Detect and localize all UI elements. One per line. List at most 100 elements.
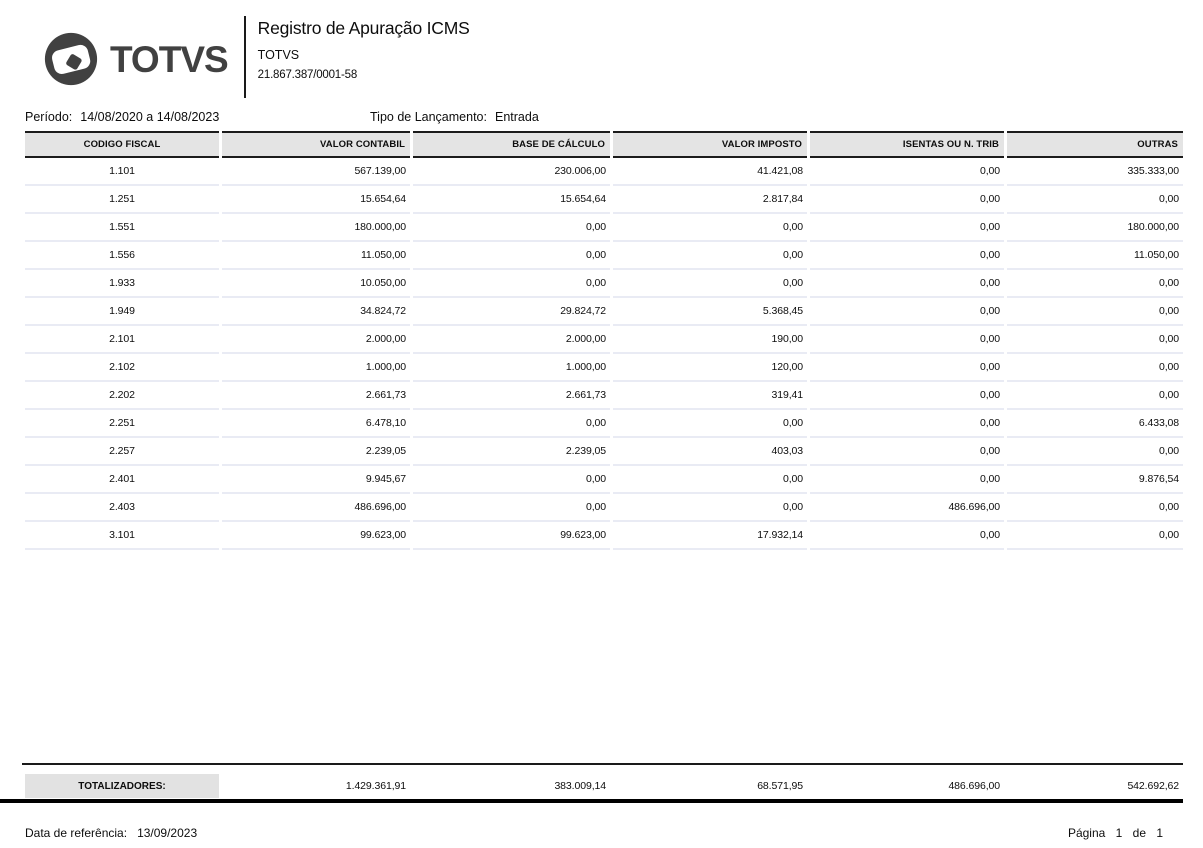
column-header-base-de-calculo: BASE DE CÁLCULO [413,131,610,158]
totals-row: TOTALIZADORES: 1.429.361,91 383.009,14 6… [25,774,1183,798]
table-row: 2.257 2.239,05 2.239,05 403,03 0,00 0,00 [25,438,1183,466]
cell-codigo-fiscal: 1.933 [25,270,219,298]
cell-base-de-calculo: 0,00 [413,214,610,242]
cell-valor-imposto: 190,00 [613,326,807,354]
cell-codigo-fiscal: 1.101 [25,158,219,186]
table-row: 3.101 99.623,00 99.623,00 17.932,14 0,00 0,00 [25,522,1183,550]
cell-outras: 0,00 [1007,522,1183,550]
cell-outras: 11.050,00 [1007,242,1183,270]
cell-valor-contabil: 6.478,10 [222,410,410,438]
cell-valor-imposto: 0,00 [613,270,807,298]
table-row: 2.101 2.000,00 2.000,00 190,00 0,00 0,00 [25,326,1183,354]
company-name: TOTVS [257,48,300,62]
table-row: 1.933 10.050,00 0,00 0,00 0,00 0,00 [25,270,1183,298]
cell-valor-contabil: 2.239,05 [222,438,410,466]
cell-isentas: 0,00 [810,382,1004,410]
cell-outras: 0,00 [1007,438,1183,466]
cell-codigo-fiscal: 2.251 [25,410,219,438]
cell-valor-imposto: 0,00 [613,242,807,270]
cell-valor-imposto: 17.932,14 [613,522,807,550]
cell-valor-contabil: 99.623,00 [222,522,410,550]
period-value: 14/08/2020 a 14/08/2023 [80,110,220,124]
report-header: TOTVS Registro de Apuração ICMS TOTVS 21… [42,16,470,98]
table-header: CODIGO FISCAL VALOR CONTABIL BASE DE CÁL… [25,131,1183,158]
cell-isentas: 0,00 [810,270,1004,298]
table-body: 1.101 567.139,00 230.006,00 41.421,08 0,00 33… [25,158,1183,550]
reference-date: Data de referência: 13/09/2023 [25,826,197,840]
column-header-valor-contabil: VALOR CONTABIL [222,131,410,158]
cell-outras: 0,00 [1007,354,1183,382]
cell-codigo-fiscal: 2.401 [25,466,219,494]
cell-valor-imposto: 0,00 [613,214,807,242]
cell-valor-imposto: 120,00 [613,354,807,382]
cell-isentas: 0,00 [810,326,1004,354]
cell-valor-imposto: 41.421,08 [613,158,807,186]
report-title: Registro de Apuração ICMS [257,18,470,38]
totvs-logo-text: TOTVS [110,38,229,80]
table-row: 2.202 2.661,73 2.661,73 319,41 0,00 0,00 [25,382,1183,410]
column-header-valor-imposto: VALOR IMPOSTO [613,131,807,158]
cell-isentas: 0,00 [810,410,1004,438]
table-row: 1.949 34.824,72 29.824,72 5.368,45 0,00 0,00 [25,298,1183,326]
column-header-isentas: ISENTAS OU N. TRIB [810,131,1004,158]
cell-valor-imposto: 319,41 [613,382,807,410]
cell-base-de-calculo: 29.824,72 [413,298,610,326]
cell-valor-contabil: 486.696,00 [222,494,410,522]
cell-codigo-fiscal: 2.202 [25,382,219,410]
cell-base-de-calculo: 2.000,00 [413,326,610,354]
table-row: 2.401 9.945,67 0,00 0,00 0,00 9.876,54 [25,466,1183,494]
filter-line: Período: 14/08/2020 a 14/08/2023 Tipo de … [25,110,1183,124]
cell-codigo-fiscal: 2.102 [25,354,219,382]
cell-outras: 0,00 [1007,298,1183,326]
total-valor-contabil: 1.429.361,91 [345,780,406,792]
column-header-outras: OUTRAS [1007,131,1183,158]
totvs-logo-icon [44,32,98,86]
cell-valor-imposto: 2.817,84 [613,186,807,214]
cell-codigo-fiscal: 1.551 [25,214,219,242]
reference-date-label: Data de referência: [25,826,128,840]
cell-outras: 0,00 [1007,270,1183,298]
cell-valor-imposto: 0,00 [613,494,807,522]
cell-codigo-fiscal: 1.556 [25,242,219,270]
cell-base-de-calculo: 0,00 [413,466,610,494]
cell-valor-contabil: 2.000,00 [222,326,410,354]
cell-base-de-calculo: 15.654,64 [413,186,610,214]
cell-codigo-fiscal: 1.949 [25,298,219,326]
header-divider [243,16,246,98]
totals-bottom-rule [0,799,1183,803]
totals-label: TOTALIZADORES: [25,774,219,798]
cell-valor-contabil: 10.050,00 [222,270,410,298]
cell-base-de-calculo: 0,00 [413,410,610,438]
cell-outras: 0,00 [1007,186,1183,214]
cell-valor-contabil: 180.000,00 [222,214,410,242]
table-row: 2.102 1.000,00 1.000,00 120,00 0,00 0,00 [25,354,1183,382]
cell-base-de-calculo: 2.661,73 [413,382,610,410]
cell-base-de-calculo: 99.623,00 [413,522,610,550]
cell-base-de-calculo: 1.000,00 [413,354,610,382]
cell-codigo-fiscal: 2.101 [25,326,219,354]
cell-valor-contabil: 34.824,72 [222,298,410,326]
total-base-de-calculo: 383.009,14 [554,780,606,792]
cell-isentas: 0,00 [810,438,1004,466]
cell-valor-contabil: 11.050,00 [222,242,410,270]
cell-isentas: 0,00 [810,158,1004,186]
cell-isentas: 486.696,00 [810,494,1004,522]
cell-outras: 180.000,00 [1007,214,1183,242]
company-cnpj: 21.867.387/0001-58 [257,69,358,81]
table-row: 2.251 6.478,10 0,00 0,00 0,00 6.433,08 [25,410,1183,438]
entry-type-value: Entrada [494,110,539,124]
entry-type: Tipo de Lançamento: Entrada [370,110,539,124]
cell-codigo-fiscal: 1.251 [25,186,219,214]
cell-valor-imposto: 0,00 [613,410,807,438]
table-row: 2.403 486.696,00 0,00 0,00 486.696,00 0,00 [25,494,1183,522]
cell-valor-imposto: 0,00 [613,466,807,494]
cell-base-de-calculo: 0,00 [413,242,610,270]
reference-date-value: 13/09/2023 [137,826,198,840]
total-outras: 542.692,62 [1127,780,1179,792]
period-label: Período: [25,110,73,124]
cell-codigo-fiscal: 2.403 [25,494,219,522]
cell-codigo-fiscal: 2.257 [25,438,219,466]
entry-type-label: Tipo de Lançamento: [370,110,487,124]
cell-valor-contabil: 9.945,67 [222,466,410,494]
table-row: 1.101 567.139,00 230.006,00 41.421,08 0,00 33… [25,158,1183,186]
